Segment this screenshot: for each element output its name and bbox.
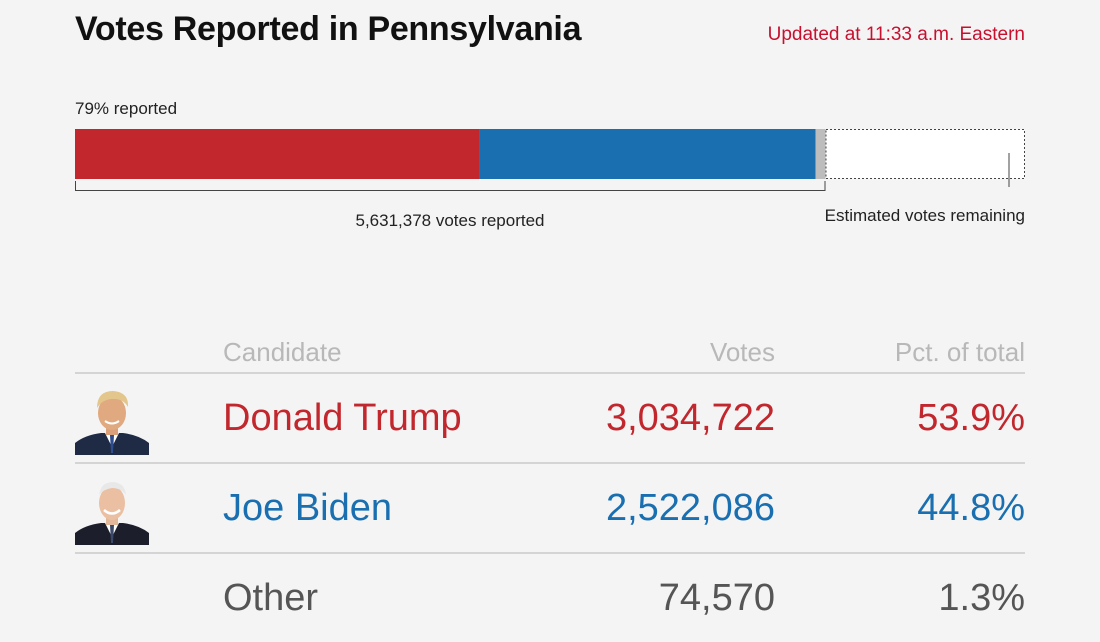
votes-reported-label: 5,631,378 votes reported [355,211,545,230]
bar-segment-remaining [825,129,1025,179]
trump-portrait-cell [75,373,223,464]
page-title: Votes Reported in Pennsylvania [75,10,582,48]
empty-photo-cell [75,553,223,642]
estimated-remaining-label: Estimated votes remaining [824,206,1025,225]
votes-reported-bar [75,129,1025,191]
table-row: Other 74,570 1.3% [75,553,1025,642]
bar-segment-trump [75,129,480,179]
reported-percent-label: 79% reported [75,99,178,118]
reported-bracket [75,181,826,191]
pct-header: Pct. of total [775,328,1025,374]
candidate-votes: 3,034,722 [495,373,775,464]
candidate-pct: 1.3% [938,576,1025,619]
candidate-pct: 53.9% [775,373,1025,464]
candidate-name: Donald Trump [223,373,495,464]
votes-header: Votes [495,328,775,374]
candidate-name: Other [223,576,319,619]
candidate-pct: 44.8% [775,463,1025,554]
candidate-name: Joe Biden [223,463,495,554]
photo-header [75,328,223,374]
table-header-row: Candidate Votes Pct. of total [75,328,1025,374]
bar-segment-other [815,129,826,179]
candidate-votes: 2,522,086 [495,463,775,554]
bar-segment-biden [479,129,816,179]
candidate-header: Candidate [223,328,495,374]
results-table: Candidate Votes Pct. of total Donald Tru… [75,328,1025,642]
table-row: Joe Biden 2,522,086 44.8% [75,463,1025,554]
table-row: Donald Trump 3,034,722 53.9% [75,373,1025,464]
biden-portrait-icon [75,473,149,545]
updated-timestamp: Updated at 11:33 a.m. Eastern [767,24,1025,45]
biden-portrait-cell [75,463,223,554]
trump-portrait-icon [75,383,149,455]
candidate-votes: 74,570 [658,576,775,619]
